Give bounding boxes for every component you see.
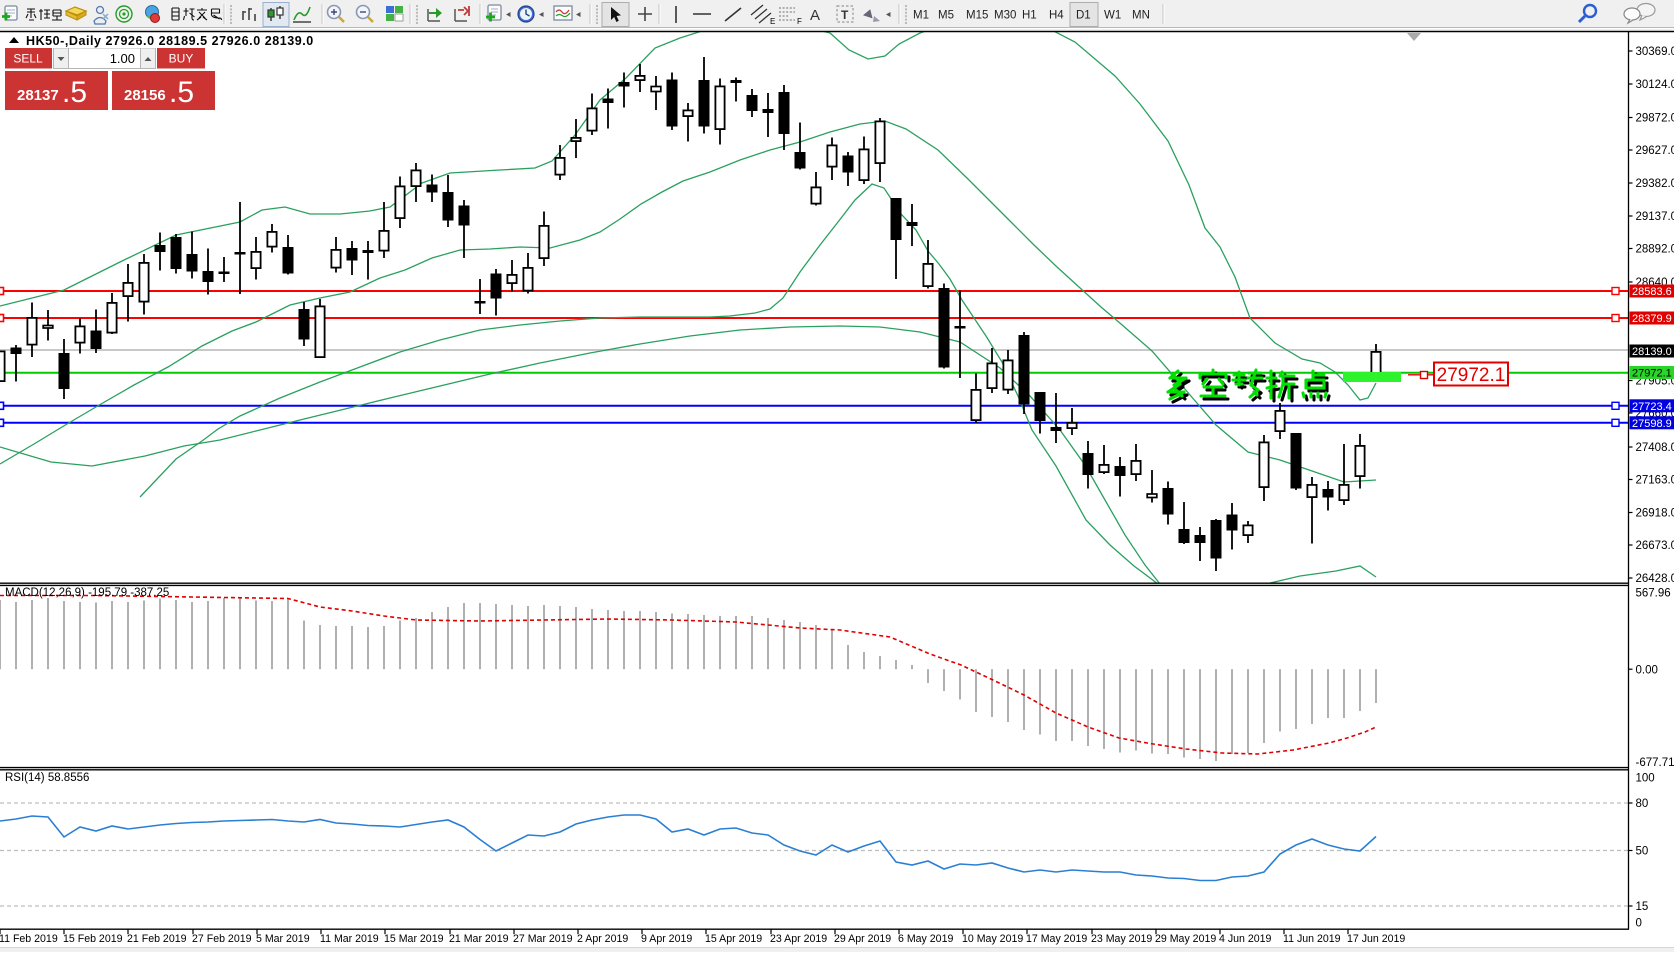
- svg-text:SELL: SELL: [13, 52, 43, 66]
- svg-text:27163.0: 27163.0: [1636, 475, 1674, 487]
- svg-text:27723.4: 27723.4: [1632, 401, 1672, 413]
- svg-text:D1: D1: [1076, 10, 1091, 22]
- svg-text:28156: 28156: [124, 87, 166, 104]
- svg-text:MN: MN: [1132, 10, 1150, 22]
- svg-text:MACD(12,26,9) -195.79 -387.25: MACD(12,26,9) -195.79 -387.25: [5, 587, 169, 599]
- svg-text:23 Apr 2019: 23 Apr 2019: [770, 933, 827, 945]
- svg-text:80: 80: [1636, 798, 1649, 810]
- svg-text:17 Jun 2019: 17 Jun 2019: [1347, 933, 1405, 945]
- svg-text:M30: M30: [994, 10, 1016, 22]
- svg-text:27408.0: 27408.0: [1636, 442, 1674, 454]
- svg-text:E: E: [770, 17, 775, 26]
- svg-text:HK50-,Daily 27926.0 28189.5 2: HK50-,Daily 27926.0 28189.5 27926.0 2813…: [26, 34, 314, 48]
- svg-text:567.96: 567.96: [1636, 588, 1671, 600]
- svg-text:27 Feb 2019: 27 Feb 2019: [192, 933, 252, 945]
- svg-text:A: A: [810, 7, 820, 24]
- svg-text:26918.0: 26918.0: [1636, 508, 1674, 520]
- svg-text:F: F: [797, 17, 802, 26]
- svg-text:RSI(14) 58.8556: RSI(14) 58.8556: [5, 772, 89, 784]
- svg-text:0: 0: [1636, 918, 1642, 930]
- svg-text:H1: H1: [1022, 10, 1037, 22]
- svg-text:H4: H4: [1049, 10, 1064, 22]
- svg-text:M1: M1: [913, 10, 929, 22]
- svg-text:27 Mar 2019: 27 Mar 2019: [513, 933, 573, 945]
- svg-text:10 May 2019: 10 May 2019: [962, 933, 1023, 945]
- svg-text:4 Jun 2019: 4 Jun 2019: [1219, 933, 1272, 945]
- svg-text:W1: W1: [1104, 10, 1121, 22]
- svg-text:29 Apr 2019: 29 Apr 2019: [834, 933, 891, 945]
- svg-text:.5: .5: [169, 76, 194, 109]
- svg-text:15: 15: [1636, 901, 1649, 913]
- svg-text:6 May 2019: 6 May 2019: [898, 933, 953, 945]
- svg-text:1.00: 1.00: [110, 51, 135, 66]
- svg-text:BUY: BUY: [169, 52, 194, 66]
- svg-text:30369.0: 30369.0: [1636, 46, 1674, 58]
- svg-text:17 May 2019: 17 May 2019: [1026, 933, 1087, 945]
- svg-text:.5: .5: [62, 76, 87, 109]
- svg-text:15 Feb 2019: 15 Feb 2019: [63, 933, 123, 945]
- svg-text:26428.0: 26428.0: [1636, 573, 1674, 585]
- svg-text:0.00: 0.00: [1636, 665, 1658, 677]
- svg-text:28379.9: 28379.9: [1632, 313, 1672, 325]
- svg-text:-677.71: -677.71: [1636, 757, 1674, 769]
- svg-text:27972.1: 27972.1: [1632, 368, 1672, 380]
- svg-text:11 Feb 2019: 11 Feb 2019: [0, 933, 58, 945]
- svg-text:15 Apr 2019: 15 Apr 2019: [705, 933, 762, 945]
- svg-text:28139.0: 28139.0: [1632, 346, 1672, 358]
- svg-text:11 Jun 2019: 11 Jun 2019: [1283, 933, 1341, 945]
- svg-text:T: T: [841, 8, 849, 22]
- svg-text:26673.0: 26673.0: [1636, 540, 1674, 552]
- svg-text:9 Apr 2019: 9 Apr 2019: [641, 933, 692, 945]
- svg-text:23 May 2019: 23 May 2019: [1091, 933, 1152, 945]
- svg-text:29872.0: 29872.0: [1636, 113, 1674, 125]
- svg-text:30124.0: 30124.0: [1636, 79, 1674, 91]
- svg-text:29137.0: 29137.0: [1636, 211, 1674, 223]
- svg-text:28892.0: 28892.0: [1636, 244, 1674, 256]
- svg-text:100: 100: [1636, 773, 1655, 785]
- svg-text:5 Mar 2019: 5 Mar 2019: [256, 933, 310, 945]
- svg-text:29627.0: 29627.0: [1636, 145, 1674, 157]
- svg-text:29382.0: 29382.0: [1636, 178, 1674, 190]
- svg-text:27598.9: 27598.9: [1632, 418, 1672, 430]
- svg-text:28137: 28137: [17, 87, 59, 104]
- svg-text:M5: M5: [938, 10, 954, 22]
- svg-text:21 Feb 2019: 21 Feb 2019: [127, 933, 187, 945]
- svg-text:21 Mar 2019: 21 Mar 2019: [449, 933, 509, 945]
- svg-text:M15: M15: [966, 10, 988, 22]
- svg-text:27972.1: 27972.1: [1437, 365, 1506, 386]
- svg-text:28583.6: 28583.6: [1632, 286, 1672, 298]
- svg-text:29 May 2019: 29 May 2019: [1155, 933, 1216, 945]
- svg-text:15 Mar 2019: 15 Mar 2019: [384, 933, 444, 945]
- svg-text:11 Mar 2019: 11 Mar 2019: [320, 933, 379, 945]
- svg-text:2 Apr 2019: 2 Apr 2019: [577, 933, 628, 945]
- svg-text:50: 50: [1636, 846, 1649, 858]
